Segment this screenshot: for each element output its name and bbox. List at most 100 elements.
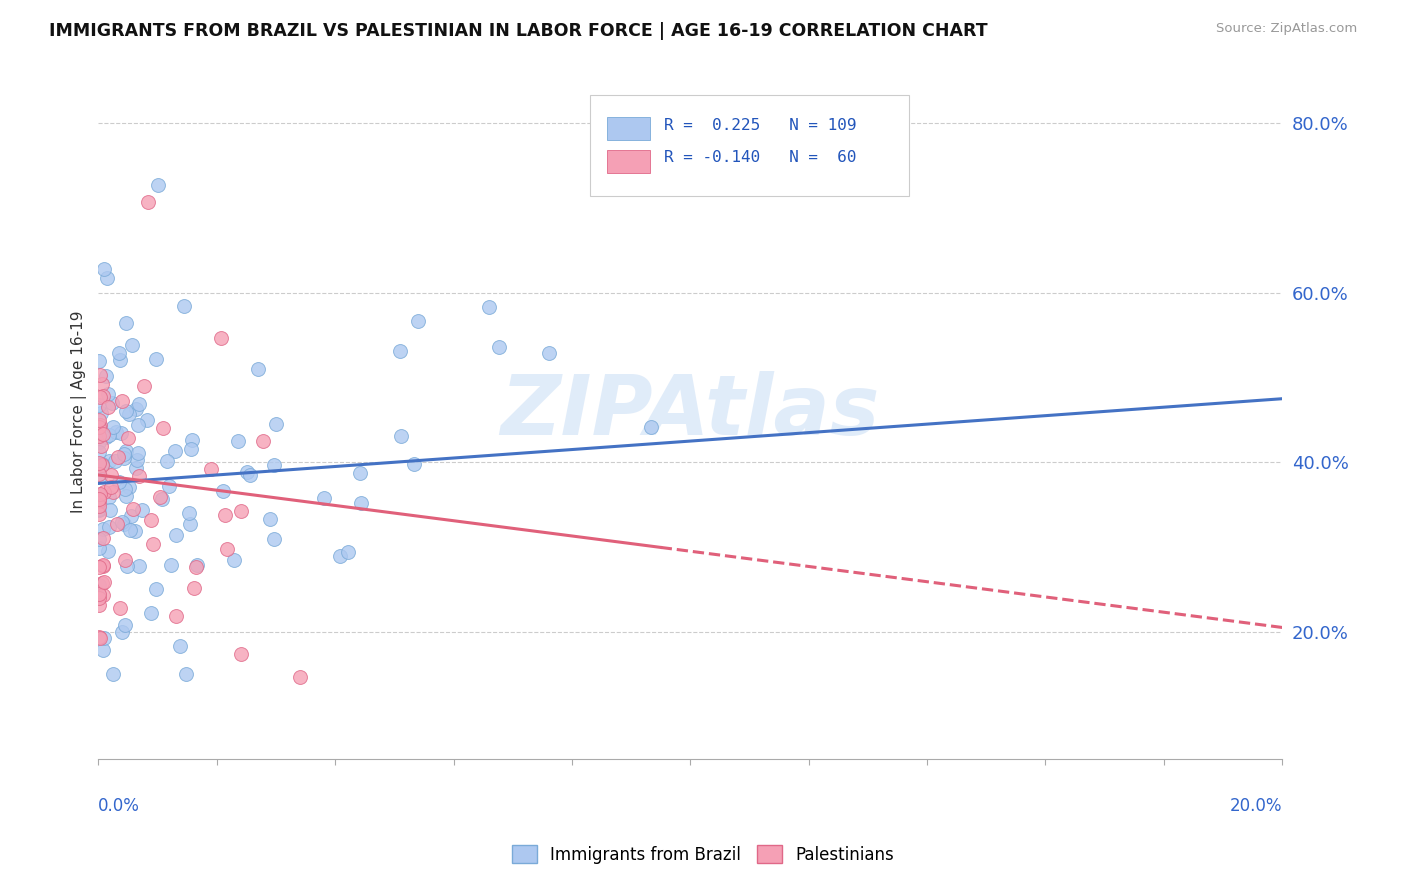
Point [115, 316, 138, 330]
Point [136, 194, 159, 209]
Point [349, 467, 371, 481]
Point [87, 588, 110, 602]
Point [117, 408, 139, 422]
Point [389, 429, 412, 443]
Point [90, 406, 112, 420]
Point [125, 461, 148, 475]
Point [112, 450, 135, 465]
Point [127, 417, 149, 432]
Text: 20.0%: 20.0% [1230, 797, 1282, 815]
Legend: Immigrants from Brazil, Palestinians: Immigrants from Brazil, Palestinians [505, 838, 901, 871]
Point [145, 351, 167, 366]
Point [160, 558, 183, 573]
Point [94, 369, 117, 384]
Point [100, 480, 122, 494]
Point [93, 575, 115, 590]
Point [183, 582, 205, 596]
Point [98, 491, 121, 505]
Point [101, 667, 124, 681]
Point [131, 502, 153, 516]
Point [406, 314, 429, 328]
Point [127, 445, 149, 459]
Point [87, 428, 110, 442]
Point [100, 467, 122, 482]
Point [110, 352, 132, 367]
FancyBboxPatch shape [589, 95, 910, 196]
Point [91, 588, 114, 602]
Point [89, 420, 111, 434]
Point [336, 545, 359, 559]
Point [174, 667, 197, 681]
Point [229, 647, 252, 661]
Point [110, 425, 132, 440]
Point [89, 368, 111, 382]
Point [404, 457, 426, 471]
Point [263, 532, 285, 546]
FancyBboxPatch shape [607, 150, 650, 173]
Point [132, 379, 155, 393]
Point [186, 558, 208, 572]
Point [121, 338, 143, 352]
Point [165, 609, 187, 624]
Point [145, 582, 167, 596]
Point [128, 468, 150, 483]
Point [89, 631, 111, 645]
Point [115, 444, 138, 458]
Point [128, 397, 150, 411]
Point [184, 559, 207, 574]
Point [87, 434, 110, 449]
Point [222, 553, 245, 567]
Point [108, 601, 131, 615]
Point [180, 433, 202, 447]
Point [98, 427, 121, 442]
Point [107, 450, 129, 465]
Point [239, 467, 262, 482]
Point [112, 447, 135, 461]
Point [252, 434, 274, 448]
Point [87, 560, 110, 574]
Point [122, 502, 145, 516]
Point [111, 394, 134, 409]
Point [93, 631, 115, 645]
Point [105, 517, 128, 532]
Point [93, 388, 115, 402]
Point [87, 599, 110, 613]
Point [120, 523, 142, 537]
Point [104, 454, 127, 468]
Point [117, 431, 139, 445]
Point [87, 577, 110, 591]
Point [120, 509, 142, 524]
Point [89, 420, 111, 434]
Point [236, 465, 259, 479]
Point [114, 482, 136, 496]
Point [149, 491, 172, 505]
Point [118, 479, 141, 493]
Point [124, 524, 146, 538]
Point [87, 587, 110, 601]
Point [87, 488, 110, 502]
Point [112, 516, 135, 531]
Point [91, 522, 114, 536]
Text: Source: ZipAtlas.com: Source: ZipAtlas.com [1216, 22, 1357, 36]
Point [96, 271, 118, 285]
Point [180, 442, 202, 457]
Point [314, 491, 336, 505]
Point [87, 499, 110, 513]
Point [152, 421, 174, 435]
Point [128, 559, 150, 574]
Point [200, 461, 222, 475]
Text: R =  0.225   N = 109: R = 0.225 N = 109 [664, 118, 856, 133]
Point [89, 591, 111, 606]
Point [136, 413, 159, 427]
Point [246, 362, 269, 376]
Point [111, 624, 134, 639]
Point [139, 513, 162, 527]
Point [229, 504, 252, 518]
Point [329, 549, 352, 564]
Point [478, 300, 501, 314]
Point [94, 430, 117, 444]
Point [87, 532, 110, 546]
Point [89, 418, 111, 433]
Point [89, 630, 111, 644]
Point [350, 496, 373, 510]
